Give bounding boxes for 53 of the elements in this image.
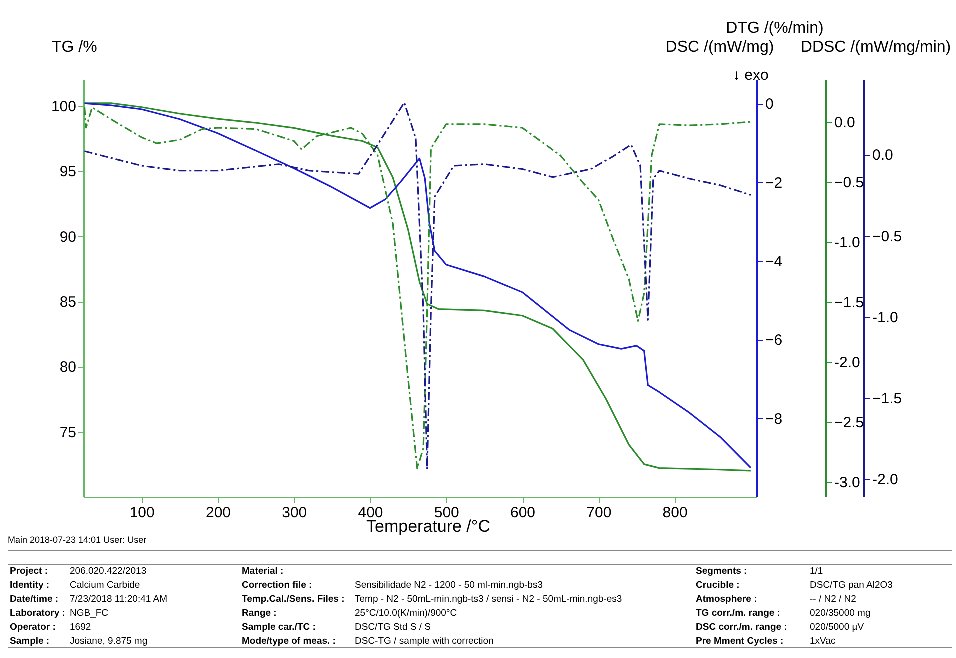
- y-axis-title: TG /%: [52, 39, 98, 56]
- text: Date/time : 7/23/2018 11:20:41 AM: [10, 594, 168, 605]
- text: Material :: [242, 566, 284, 577]
- y2-tick-label: −8: [766, 410, 783, 428]
- text: Temp.Cal./Sens. Files : Temp - N2 - 50mL-min.ngb-ts3 / sensi - N2 - 50mL-min.ngb-es3: [242, 594, 622, 605]
- y-tick-label: 100: [51, 98, 76, 116]
- y-tick-label: −1.5: [872, 390, 902, 408]
- text: Operator : 1692: [10, 622, 92, 633]
- y-tick-label: 90: [60, 228, 76, 246]
- x-tick-label: 800: [662, 504, 688, 522]
- text: DSC corr./m. range : 020/5000 µV: [696, 622, 864, 633]
- y2-tick-label: −4: [766, 253, 783, 270]
- text: Pre Mment Cycles : 1xVac: [696, 636, 836, 647]
- x-tick-label: 600: [510, 504, 536, 522]
- y2-axis-title: DSC /(mW/mg): [666, 39, 774, 56]
- text: Identity : Calcium Carbide: [10, 580, 140, 591]
- y-tick-label: -2.0: [872, 472, 898, 489]
- text: Segments : 1/1: [696, 566, 824, 577]
- text: Range : 25°C/10.0(K/min)/900°C: [242, 608, 458, 619]
- text: Crucible : DSC/TG pan Al2O3: [696, 580, 893, 591]
- y-tick-label: 85: [60, 294, 76, 312]
- y-axis-title: DDSC /(mW/mg/min): [800, 39, 952, 56]
- y-tick-label: 95: [60, 164, 76, 181]
- annotation: ↓ exo: [733, 67, 769, 84]
- y3-tick-label: −1.5: [834, 294, 864, 312]
- text: Main 2018-07-23 14:01 User: User: [8, 535, 147, 545]
- y3-tick-label: -2.0: [834, 354, 860, 372]
- y2-tick-label: −6: [766, 332, 783, 350]
- x-tick-label: 100: [130, 504, 155, 522]
- text: Project : 206.020.422/2013: [10, 566, 147, 577]
- text: Mode/type of meas. : DSC-TG / sample with correction: [242, 636, 494, 647]
- text: Sample : Josiane, 9.875 mg: [10, 636, 148, 647]
- x-tick-label: 200: [206, 504, 232, 522]
- y3-tick-label: −0.5: [834, 174, 864, 192]
- y3-tick-label: -1.0: [834, 234, 860, 252]
- y-tick-label: −0.5: [872, 228, 902, 246]
- text: Atmosphere : -- / N2 / N2: [696, 594, 856, 605]
- text: Laboratory : NGB_FC: [10, 608, 109, 619]
- y-tick-label: 75: [60, 424, 76, 442]
- x-tick-label: 300: [282, 504, 308, 522]
- y3-tick-label: −2.5: [834, 414, 864, 432]
- y2-tick-label: −2: [766, 174, 783, 192]
- text: TG corr./m. range : 020/35000 mg: [696, 608, 871, 619]
- y-tick-label: -1.0: [872, 309, 898, 326]
- x-tick-label: 700: [586, 504, 612, 522]
- y3-tick-label: -3.0: [834, 474, 860, 492]
- y-tick-label: 0.0: [872, 147, 894, 164]
- y3-axis-title: DTG /(%/min): [726, 20, 824, 37]
- y-tick-label: 80: [60, 359, 76, 376]
- text: Sample car./TC : DSC/TG Std S / S: [242, 622, 432, 633]
- y3-tick-label: 0.0: [834, 114, 856, 132]
- text: Correction file : Sensibilidade N2 - 1200 - 50 ml-min.ngb-bs3: [242, 580, 543, 591]
- y2-tick-label: 0: [766, 96, 774, 114]
